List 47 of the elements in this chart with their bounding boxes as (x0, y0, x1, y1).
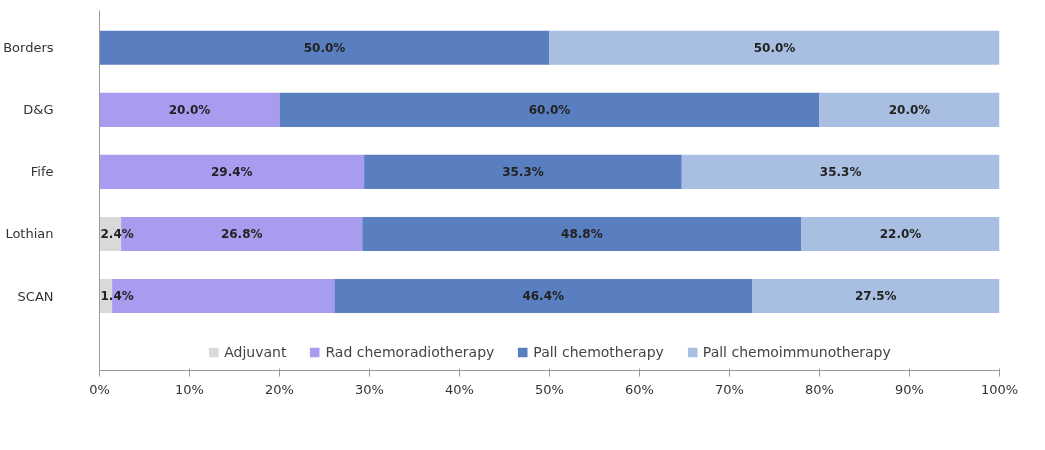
data-label: 2.4% (100, 226, 134, 241)
bar (752, 278, 1000, 314)
data-label: 35.3% (502, 164, 544, 179)
data-label: 48.8% (561, 226, 603, 241)
data-label: 20.0% (168, 102, 211, 117)
bar (99, 30, 550, 65)
x-tick-label: 80% (805, 381, 834, 397)
data-label: 50.0% (303, 40, 346, 55)
bar (681, 154, 1000, 189)
bar (549, 30, 1000, 65)
x-tick-label: 100% (980, 381, 1019, 397)
bar (334, 278, 752, 314)
bar (279, 92, 820, 127)
data-label: 46.4% (522, 289, 565, 304)
y-tick-label: Lothian (5, 226, 54, 242)
data-label: 50.0% (753, 40, 796, 55)
data-label: 22.0% (879, 226, 922, 241)
data-label: 29.4% (210, 164, 253, 179)
data-label: 60.0% (528, 102, 571, 117)
x-tick-label: 20% (265, 381, 294, 397)
bar (99, 92, 280, 127)
x-tick-label: 10% (175, 381, 204, 397)
x-tick-label: 40% (445, 381, 474, 397)
data-label: 26.8% (220, 226, 263, 241)
x-tick-label: 70% (715, 381, 744, 397)
y-tick-label: Fife (30, 164, 54, 180)
x-tick-label: 50% (535, 381, 564, 397)
bar (99, 154, 365, 189)
legend-label: Pall chemotherapy (533, 344, 664, 360)
data-label: 35.3% (819, 164, 862, 179)
legend-label: Rad chemoradiotherapy (325, 344, 495, 360)
y-tick-label: Borders (3, 40, 54, 56)
bar (819, 92, 1000, 127)
data-label: 27.5% (854, 289, 897, 304)
y-tick-label: SCAN (17, 288, 54, 304)
bar (362, 216, 802, 252)
legend-label: Adjuvant (224, 344, 287, 360)
bar (801, 216, 1000, 252)
x-tick-label: 0% (89, 381, 110, 397)
x-tick-label: 60% (625, 381, 654, 397)
legend-label: Pall chemoimmunotherapy (702, 344, 891, 360)
x-tick-label: 90% (895, 381, 924, 397)
bar (364, 154, 682, 189)
data-label: 1.4% (100, 289, 134, 304)
data-label: 20.0% (888, 102, 931, 117)
x-tick-label: 30% (355, 381, 384, 397)
y-tick-label: D&G (23, 102, 54, 118)
